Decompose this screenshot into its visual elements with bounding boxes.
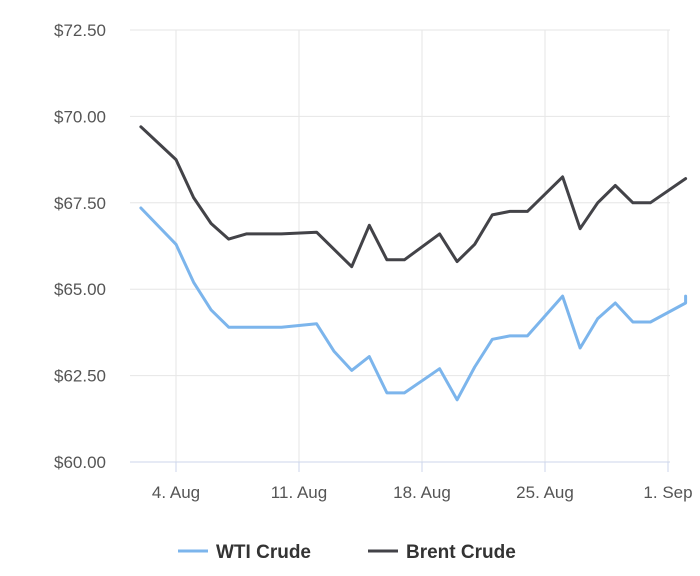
grid — [130, 29, 670, 463]
y-tick-label: $65.00 — [54, 280, 106, 299]
x-tick-label: 25. Aug — [516, 483, 574, 502]
x-tick-label: 4. Aug — [152, 483, 200, 502]
y-tick-label: $67.50 — [54, 194, 106, 213]
x-tick-label: 18. Aug — [393, 483, 451, 502]
legend-label: Brent Crude — [406, 542, 516, 563]
series-line-brent-crude — [139, 125, 688, 269]
y-tick-label: $72.50 — [54, 21, 106, 40]
x-tick-label: 1. Sep — [643, 483, 692, 502]
y-tick-label: $60.00 — [54, 453, 106, 472]
legend-item[interactable]: WTI Crude — [178, 542, 311, 563]
y-axis: $72.50 $70.00 $67.50 $65.00 $62.50 $60.00 — [54, 21, 106, 472]
y-tick-label: $70.00 — [54, 107, 106, 126]
legend-label: WTI Crude — [216, 542, 311, 563]
legend-item[interactable]: Brent Crude — [368, 542, 516, 563]
legend: WTI Crude Brent Crude — [178, 542, 516, 563]
series-lines — [139, 125, 688, 402]
x-tick-label: 11. Aug — [271, 483, 327, 502]
x-axis: 4. Aug 11. Aug 18. Aug 25. Aug 1. Sep — [130, 461, 693, 502]
series-line-wti-crude — [139, 206, 688, 402]
y-tick-label: $62.50 — [54, 367, 106, 386]
